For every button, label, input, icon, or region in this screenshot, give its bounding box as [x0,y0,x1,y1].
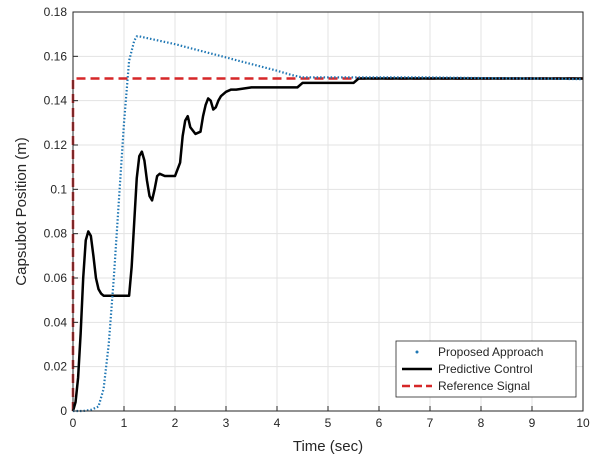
series-line-proposed-approach [73,35,584,413]
legend-label-reference-signal: Reference Signal [438,379,530,393]
y-tick-label: 0.06 [44,271,68,285]
legend-marker-proposed-approach [415,350,419,354]
x-tick-label: 2 [172,416,179,430]
x-tick-label: 8 [478,416,485,430]
axis-ticks: 0 1 2 3 4 5 6 7 8 9 10 0 0.02 0.04 0.06 0.08 0.1 0.12 0.14… [44,5,590,430]
series-line-predictive-control [71,77,583,412]
x-tick-label: 10 [576,416,590,430]
x-tick-label: 3 [223,416,230,430]
y-tick-label: 0.04 [44,315,68,329]
x-tick-label: 7 [427,416,434,430]
series-layer [71,35,584,413]
x-tick-label: 0 [70,416,77,430]
x-tick-label: 4 [274,416,281,430]
x-tick-label: 9 [529,416,536,430]
y-axis-label: Capsubot Position (m) [13,137,30,285]
y-tick-label: 0.12 [44,138,68,152]
x-tick-label: 5 [325,416,332,430]
y-tick-label: 0 [60,404,67,418]
legend-label-proposed-approach: Proposed Approach [438,345,543,359]
x-tick-label: 1 [121,416,128,430]
legend: Proposed Approach Predictive Control Refer… [395,340,577,398]
x-axis-label: Time (sec) [293,438,363,455]
y-tick-label: 0.02 [44,360,68,374]
legend-label-predictive-control: Predictive Control [438,362,533,376]
x-tick-label: 6 [376,416,383,430]
y-tick-label: 0.18 [44,5,68,19]
y-tick-label: 0.08 [44,227,68,241]
y-tick-label: 0.1 [50,182,67,196]
y-tick-label: 0.16 [44,49,68,63]
y-tick-label: 0.14 [44,94,68,108]
